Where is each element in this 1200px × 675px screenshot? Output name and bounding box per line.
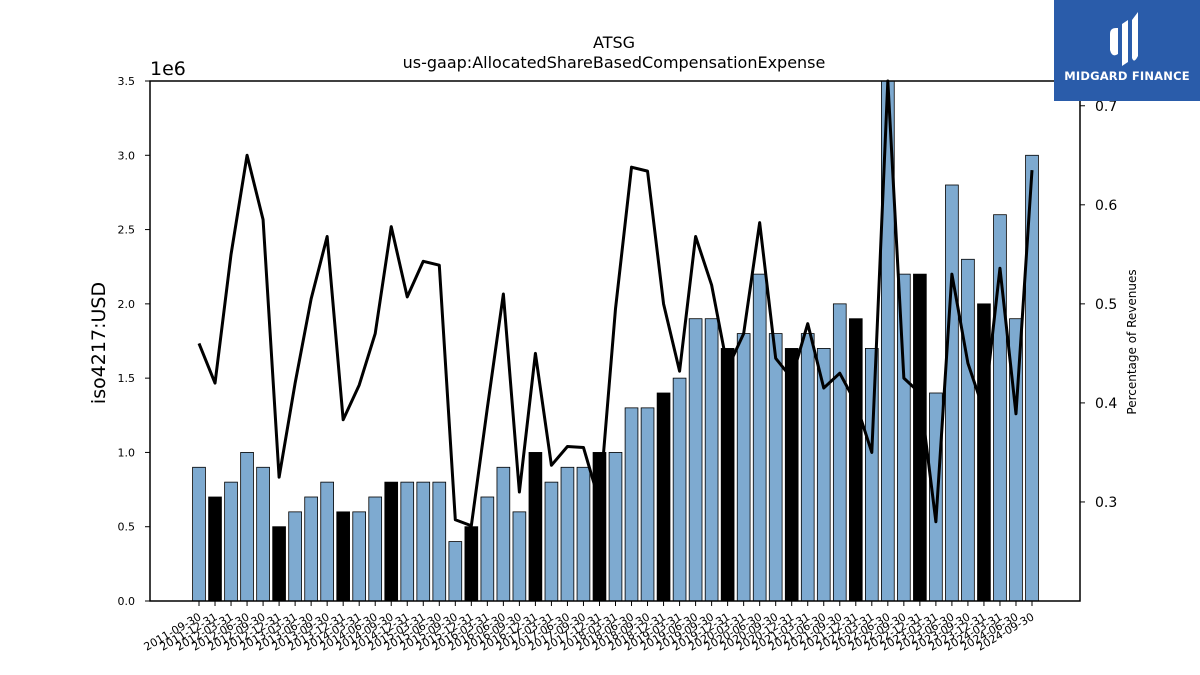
bar	[897, 273, 911, 602]
bar	[208, 496, 222, 602]
bar	[304, 496, 318, 602]
bar	[272, 526, 286, 602]
bar	[384, 481, 399, 602]
bar	[688, 318, 703, 602]
bar	[961, 258, 975, 602]
bar	[704, 318, 719, 602]
chart-subtitle: us-gaap:AllocatedShareBasedCompensationE…	[403, 53, 826, 72]
chart-title: ATSG	[593, 33, 635, 52]
brand-name: MIDGARD FINANCE	[1064, 69, 1190, 83]
plot-frame	[149, 80, 1081, 602]
bar	[528, 452, 543, 602]
bar	[848, 318, 863, 602]
bar	[736, 333, 751, 602]
bar	[945, 184, 959, 602]
bar	[224, 481, 238, 602]
bar	[800, 333, 815, 602]
bar	[656, 392, 671, 602]
percentage-line	[197, 79, 1034, 528]
y2-tick-label: 0.6	[1095, 198, 1117, 214]
bar	[320, 481, 334, 602]
bar	[624, 407, 639, 602]
bar	[352, 511, 366, 602]
bar	[448, 541, 463, 602]
y2-axis-label: Percentage of Revenues	[1125, 269, 1139, 414]
y2-tick-label: 0.4	[1095, 396, 1117, 412]
bar	[640, 407, 655, 602]
bar-series	[192, 80, 1039, 602]
bar	[480, 496, 495, 602]
y-tick-label: 1.0	[118, 446, 136, 459]
bar	[432, 481, 447, 602]
bar	[544, 481, 559, 602]
bar	[192, 466, 206, 602]
y-axis-ticks: 0.0 0.5 1.0 1.5 2.0 2.5 3.0 3.5	[118, 75, 150, 608]
bar	[784, 348, 799, 602]
x-axis-ticks: 2011-09-302011-12-312012-03-312012-06-30…	[142, 601, 1037, 654]
bar	[832, 303, 847, 602]
bar	[865, 348, 879, 602]
y-tick-label: 3.0	[118, 149, 136, 162]
bar	[400, 481, 415, 602]
y-tick-label: 3.5	[118, 75, 136, 88]
brand-logo: MIDGARD FINANCE	[1054, 0, 1200, 101]
y2-tick-label: 0.3	[1095, 495, 1117, 511]
bar	[368, 496, 383, 602]
y2-tick-label: 0.5	[1095, 297, 1117, 313]
bar	[416, 481, 431, 602]
bar	[256, 466, 270, 602]
bar	[608, 452, 623, 602]
bar	[720, 348, 735, 602]
bar	[240, 452, 254, 602]
y-tick-label: 0.5	[118, 521, 136, 534]
y-tick-label: 2.5	[118, 224, 136, 237]
y-axis-offset-label: 1e6	[150, 58, 186, 80]
midgard-logo-icon	[1110, 12, 1138, 66]
bar	[576, 466, 591, 602]
bar	[560, 466, 575, 602]
bar	[512, 511, 527, 602]
bar	[592, 452, 607, 602]
bar	[768, 333, 783, 602]
y-tick-label: 2.0	[118, 298, 136, 311]
y2-tick-label: 0.7	[1095, 99, 1117, 115]
bar	[336, 511, 350, 602]
y-tick-label: 0.0	[118, 595, 136, 608]
bar	[752, 273, 767, 602]
bar	[977, 303, 991, 602]
bar	[672, 377, 687, 602]
y-tick-label: 1.5	[118, 372, 136, 385]
y2-axis-ticks: 0.3 0.4 0.5 0.6 0.7	[1080, 99, 1117, 511]
bar	[496, 466, 511, 602]
bar	[464, 526, 479, 602]
y-axis-label: iso4217:USD	[88, 282, 110, 404]
bar	[288, 511, 302, 602]
